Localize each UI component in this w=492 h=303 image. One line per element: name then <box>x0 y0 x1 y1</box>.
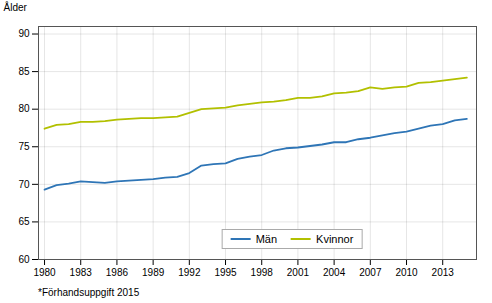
html-text:Män: Män <box>255 233 278 245</box>
svg-text:2010: 2010 <box>395 267 418 278</box>
svg-text:1995: 1995 <box>214 267 237 278</box>
svg-text:70: 70 <box>18 179 30 190</box>
svg-text:75: 75 <box>18 141 30 152</box>
svg-text:2013: 2013 <box>432 267 455 278</box>
html-text:Kvinnor: Kvinnor <box>316 233 354 245</box>
svg-text:2007: 2007 <box>359 267 382 278</box>
svg-text:1986: 1986 <box>106 267 129 278</box>
svg-text:Ålder: Ålder <box>4 1 28 13</box>
html-text:*Förhandsuppgift 2015: *Förhandsuppgift 2015 <box>38 287 140 298</box>
svg-text:1980: 1980 <box>33 267 56 278</box>
svg-text:60: 60 <box>18 254 30 265</box>
svg-text:2004: 2004 <box>323 267 346 278</box>
svg-text:1992: 1992 <box>178 267 201 278</box>
svg-text:65: 65 <box>18 216 30 227</box>
svg-text:90: 90 <box>18 28 30 39</box>
svg-text:1983: 1983 <box>70 267 93 278</box>
svg-text:1989: 1989 <box>142 267 165 278</box>
svg-text:2001: 2001 <box>287 267 310 278</box>
svg-text:80: 80 <box>18 103 30 114</box>
svg-text:1998: 1998 <box>251 267 274 278</box>
svg-text:85: 85 <box>18 66 30 77</box>
